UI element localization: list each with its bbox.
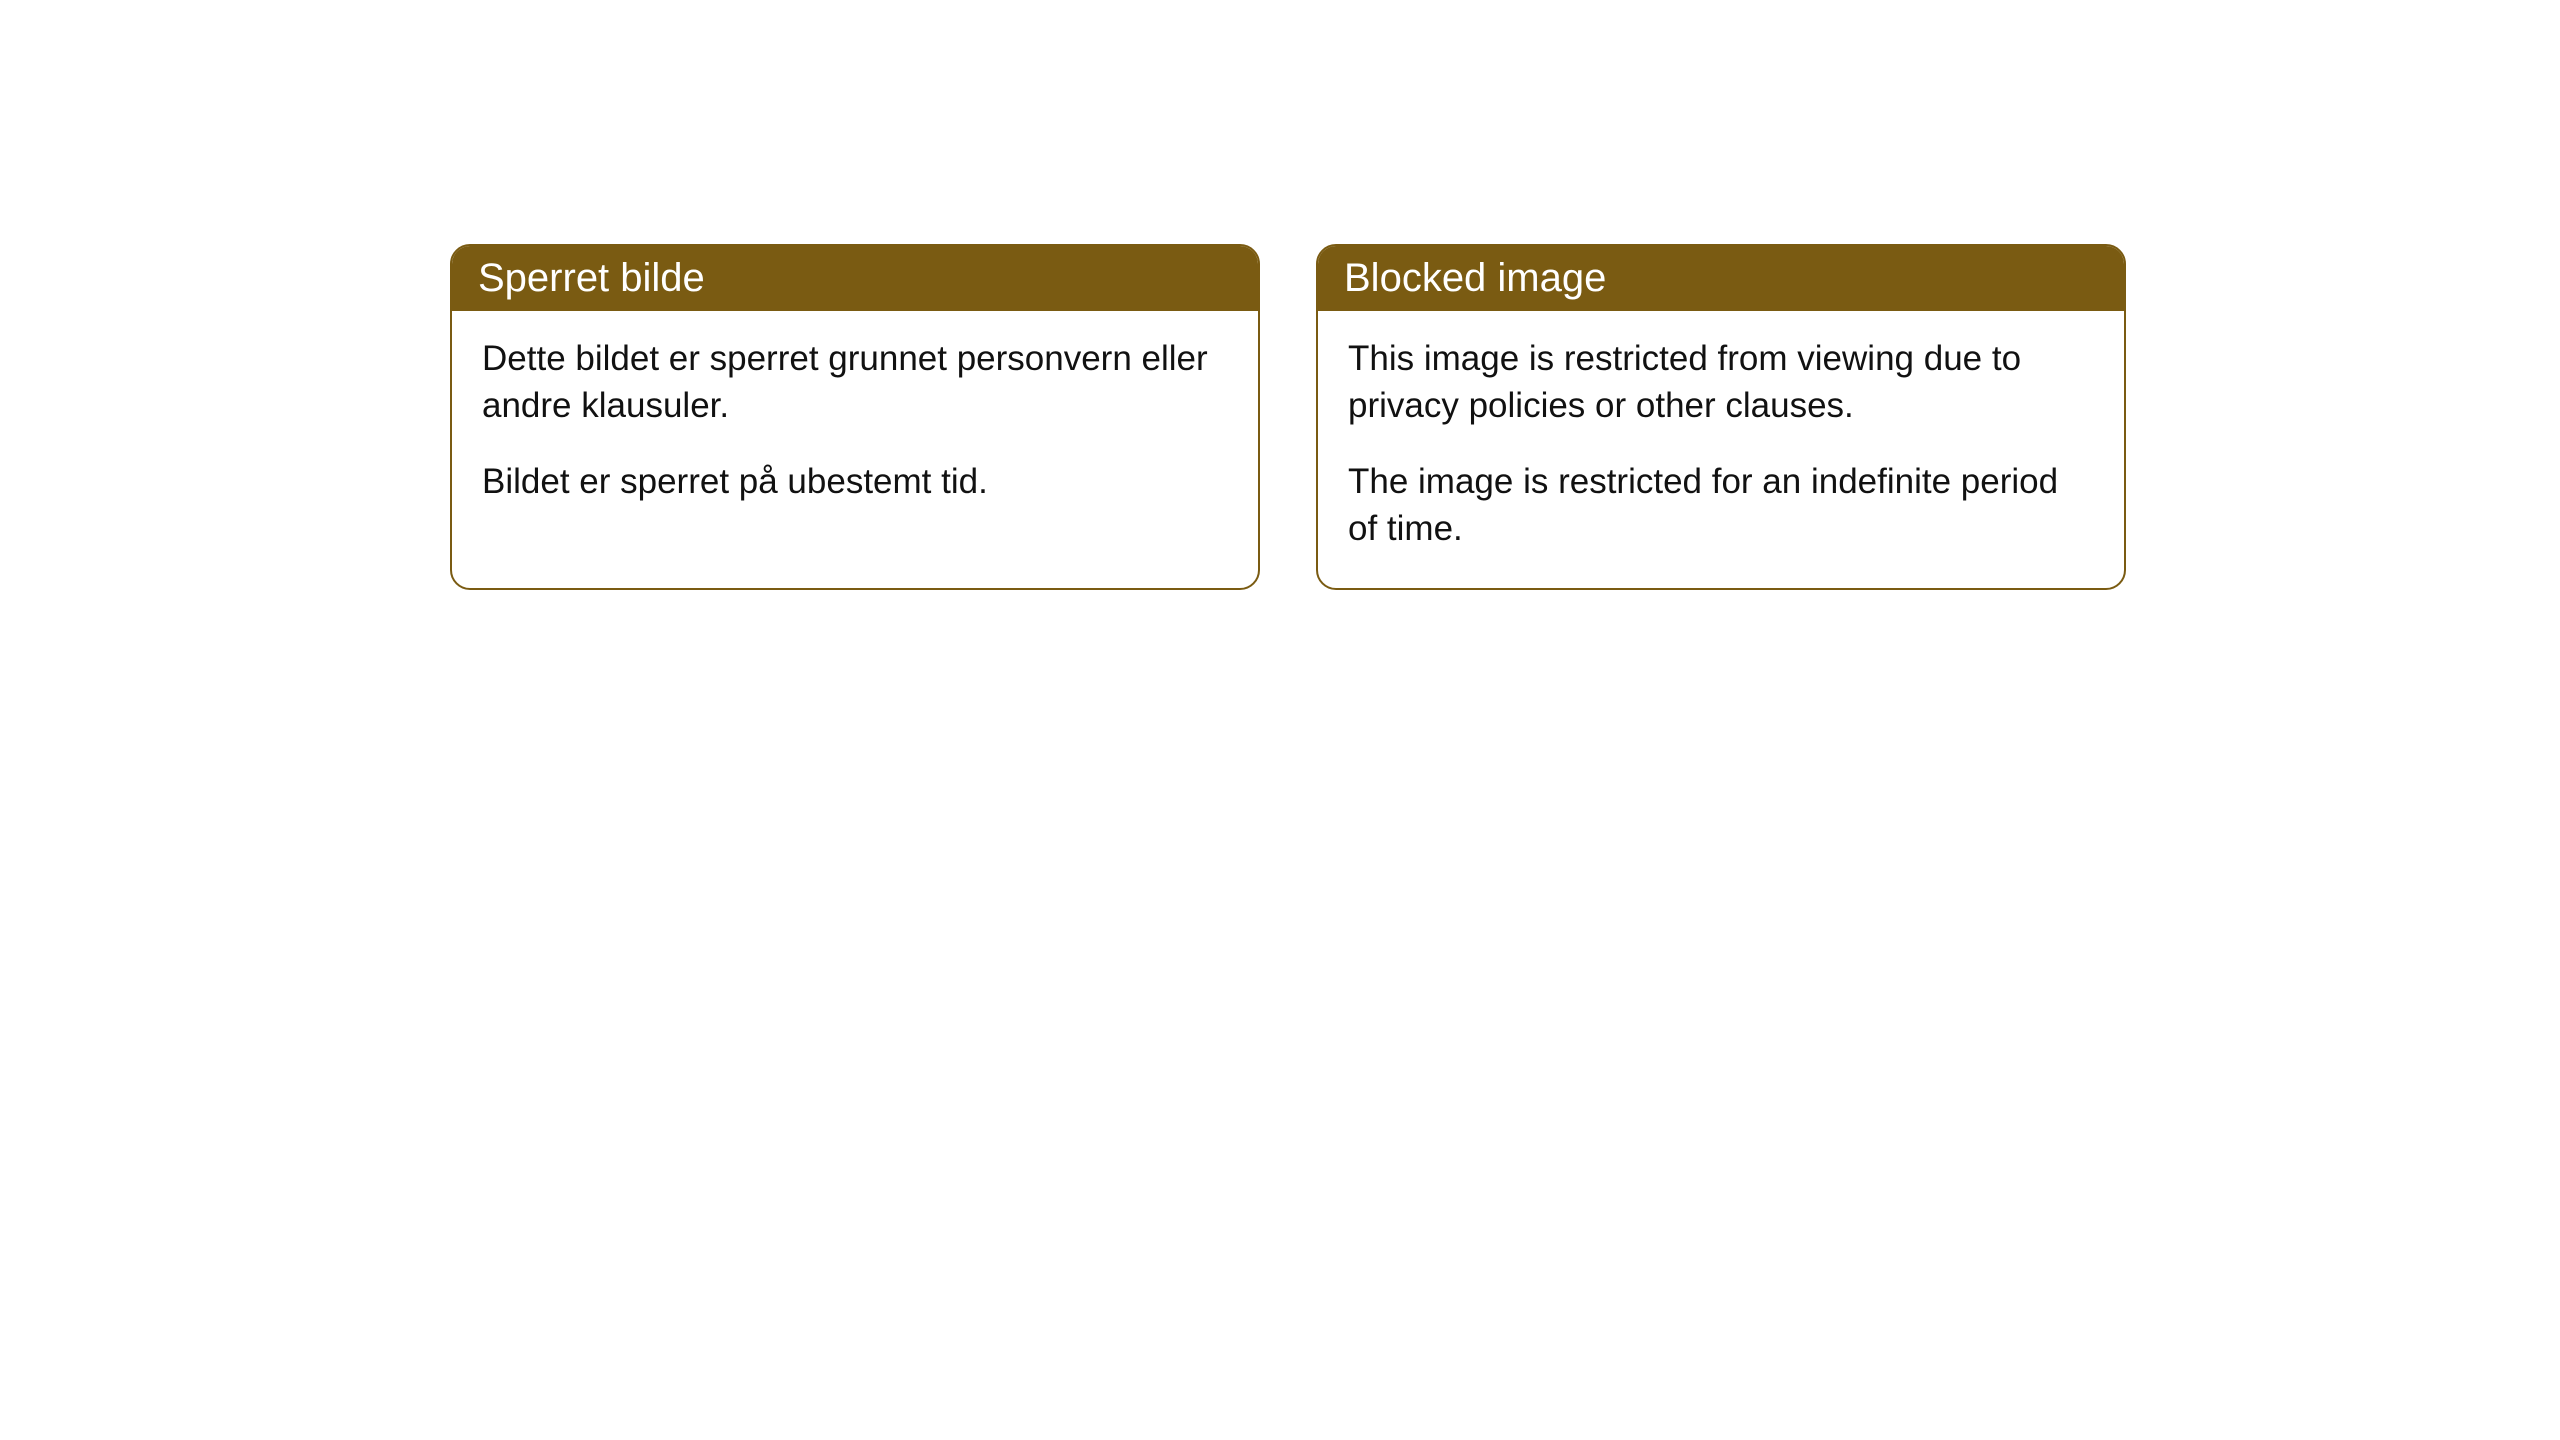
- notice-card-text-no-2: Bildet er sperret på ubestemt tid.: [482, 458, 1228, 505]
- notice-cards-container: Sperret bilde Dette bildet er sperret gr…: [0, 0, 2560, 590]
- notice-card-text-en-2: The image is restricted for an indefinit…: [1348, 458, 2094, 553]
- notice-card-en: Blocked image This image is restricted f…: [1316, 244, 2126, 590]
- notice-card-body-no: Dette bildet er sperret grunnet personve…: [452, 311, 1258, 541]
- notice-card-header-en: Blocked image: [1318, 246, 2124, 311]
- notice-card-body-en: This image is restricted from viewing du…: [1318, 311, 2124, 588]
- notice-card-title-no: Sperret bilde: [478, 256, 705, 300]
- notice-card-text-en-1: This image is restricted from viewing du…: [1348, 335, 2094, 430]
- notice-card-no: Sperret bilde Dette bildet er sperret gr…: [450, 244, 1260, 590]
- notice-card-title-en: Blocked image: [1344, 256, 1606, 300]
- notice-card-text-no-1: Dette bildet er sperret grunnet personve…: [482, 335, 1228, 430]
- notice-card-header-no: Sperret bilde: [452, 246, 1258, 311]
